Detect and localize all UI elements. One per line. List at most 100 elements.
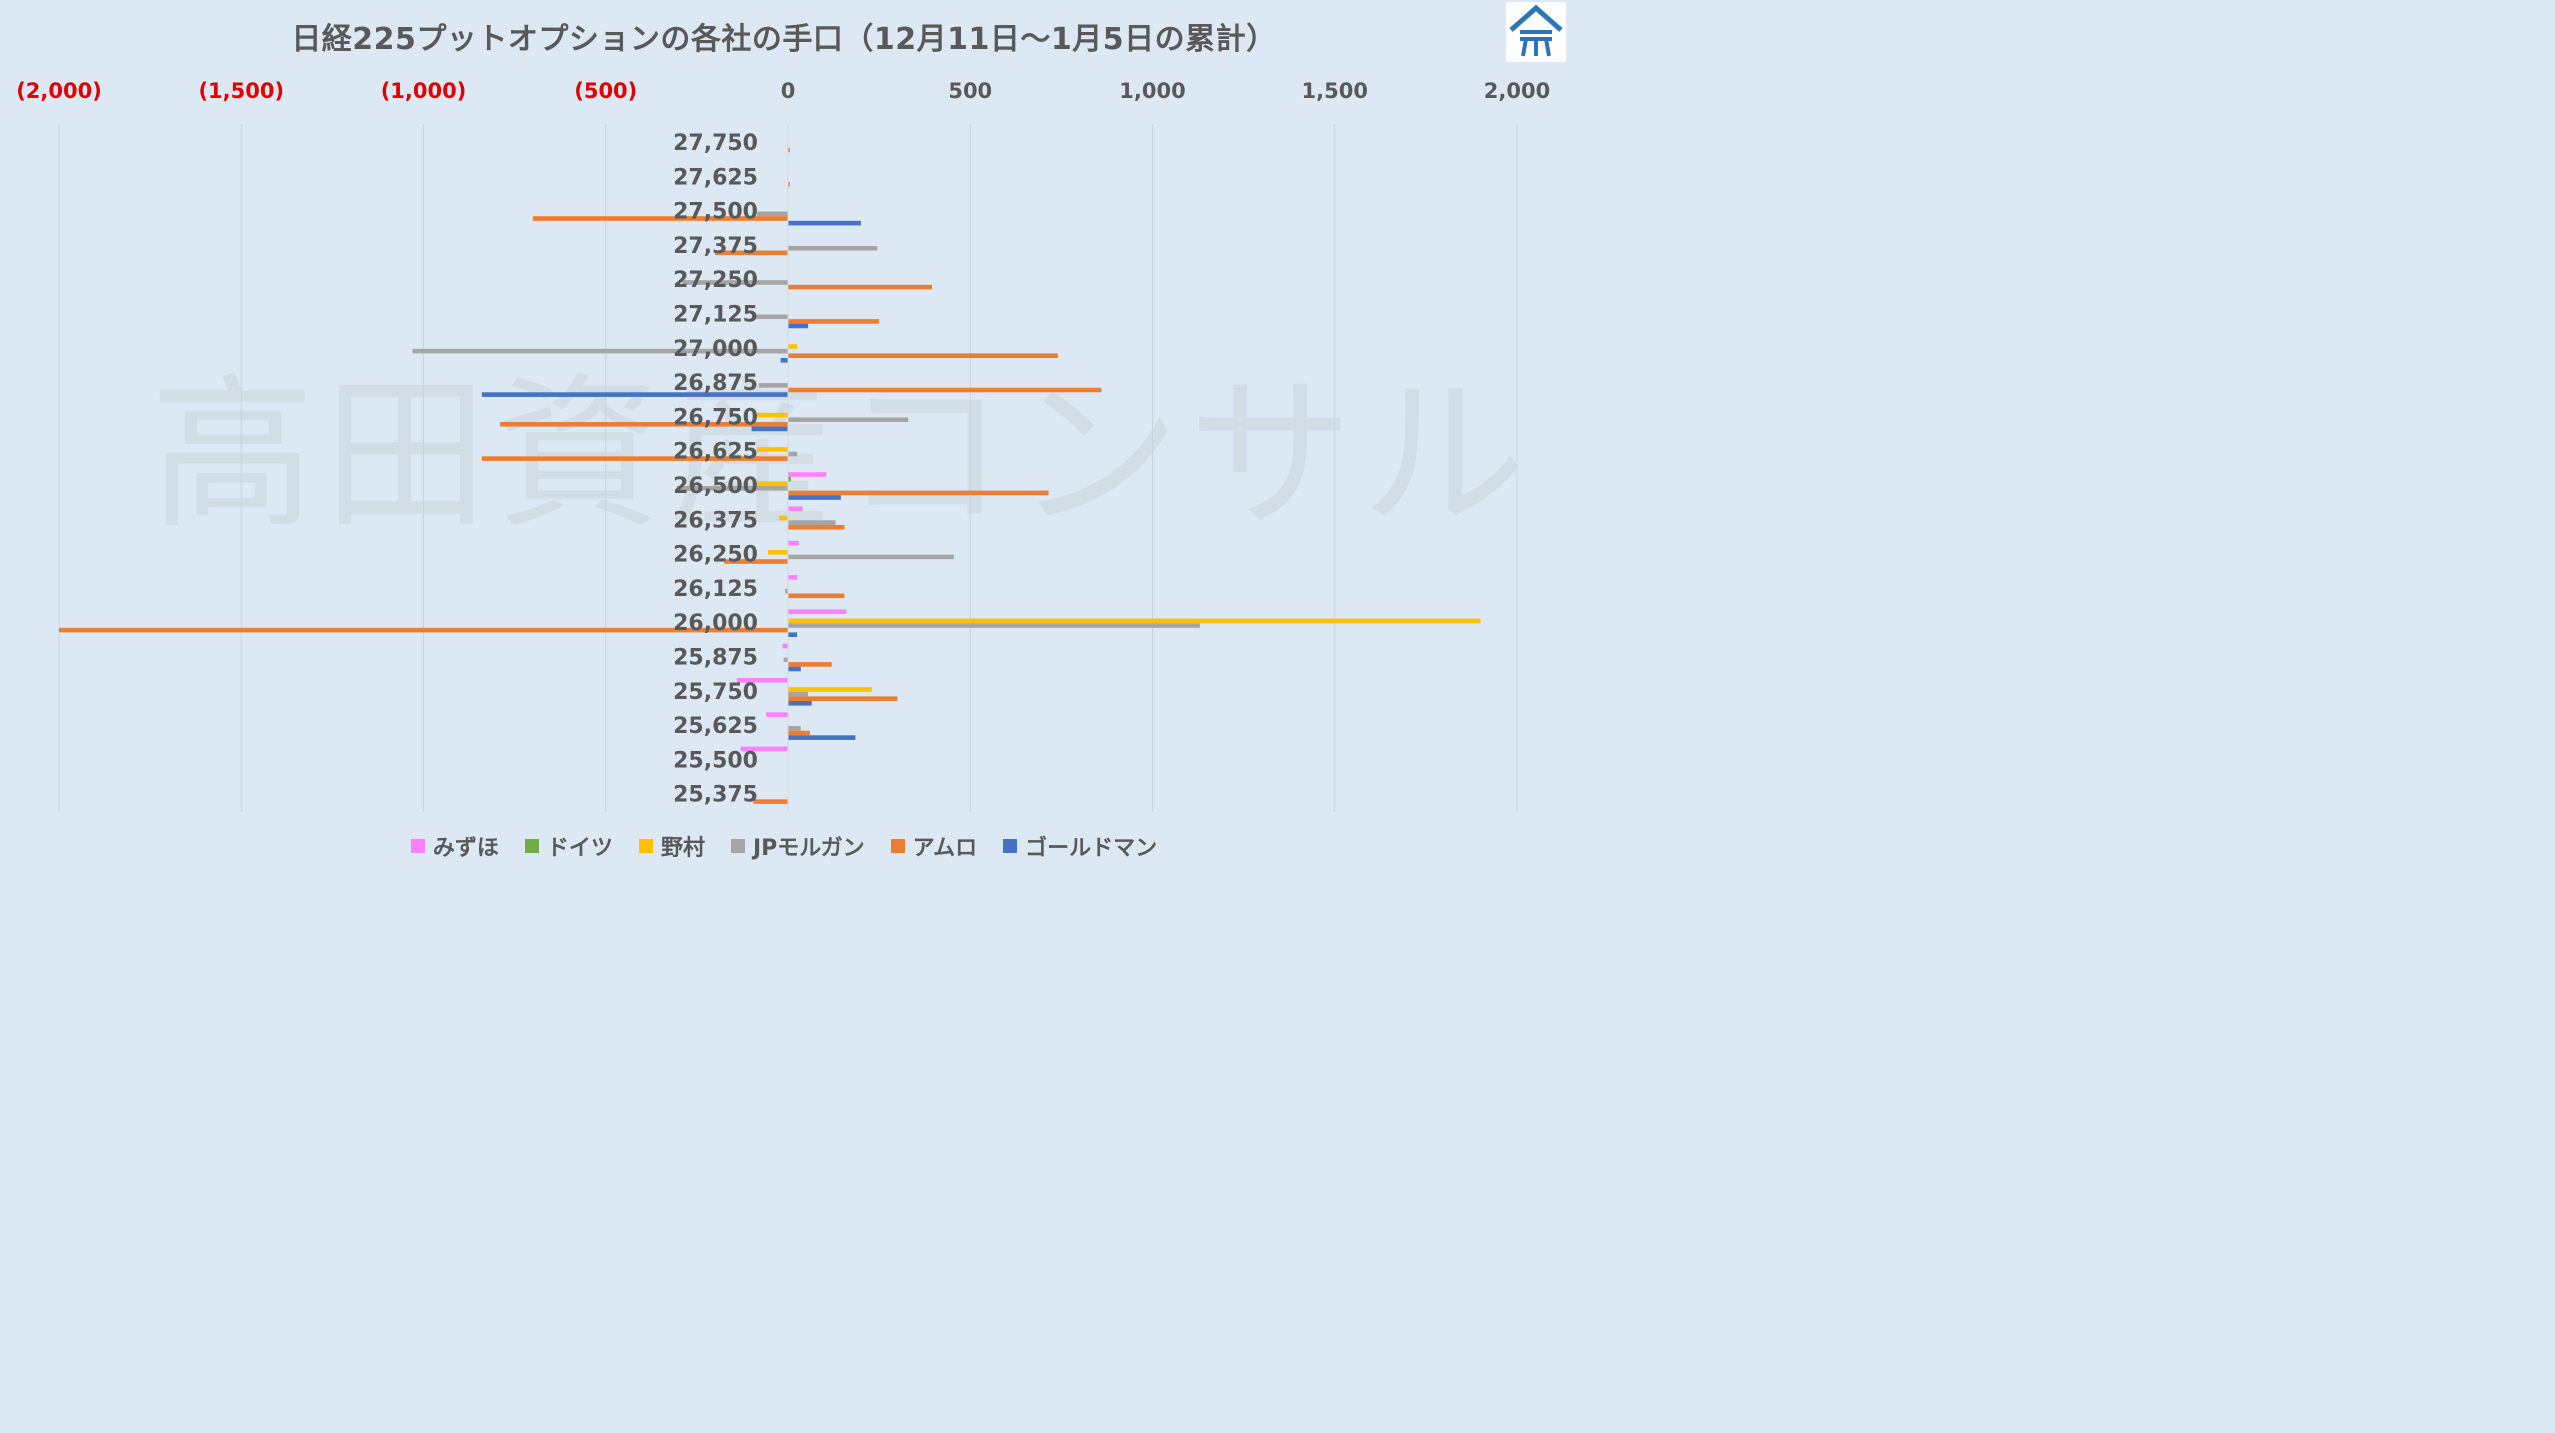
bar-野村 [788, 344, 798, 349]
bar-みずほ [788, 506, 803, 512]
category-label: 25,625 [673, 714, 758, 739]
bar-野村 [778, 515, 788, 521]
bar-アムロ [788, 284, 932, 290]
bar-ゴールドマン [780, 358, 788, 363]
bar-アムロ [788, 490, 1049, 496]
bar-chart: (2,000) (1,500) (1,000) (500) 0 500 1,000 1,500… [16, 79, 1550, 812]
bar-JPモルガン [758, 383, 788, 388]
bar-ゴールドマン [751, 426, 788, 432]
x-tick-label: (1,500) [198, 79, 284, 103]
bar-みずほ [788, 472, 827, 477]
category-label: 25,875 [673, 646, 758, 671]
bar-ゴールドマン [788, 666, 801, 672]
bar-ゴールドマン [481, 392, 788, 397]
bar-JPモルガン [788, 520, 836, 525]
legend-swatch [524, 839, 539, 853]
bar-ゴールドマン [788, 735, 856, 740]
category-label: 27,750 [673, 131, 758, 156]
bar-ゴールドマン [788, 632, 798, 637]
x-tick-label: (2,000) [16, 79, 102, 103]
bar-JPモルガン [788, 726, 801, 731]
house-logo-icon [1506, 2, 1566, 62]
legend-swatch [410, 839, 425, 853]
category-label: 25,750 [673, 680, 758, 705]
chart-container: 日経225プットオプションの各社の手口（12月11日～1月5日の累計） 高田資産… [0, 0, 1568, 879]
legend-label: アムロ [912, 836, 978, 861]
legend-label: ゴールドマン [1025, 836, 1158, 861]
bar-アムロ [532, 216, 788, 221]
bar-JPモルガン [755, 314, 788, 320]
legend-swatch [890, 839, 905, 853]
bar-アムロ [788, 353, 1058, 358]
legend-item: みずほ [410, 830, 499, 862]
bar-アムロ [788, 147, 790, 153]
legend-item: JPモルガン [730, 830, 865, 862]
chart-legend: みずほ ドイツ 野村 JPモルガン アムロ ゴールドマン [0, 830, 1568, 862]
bar-ドイツ [788, 476, 791, 482]
bar-アムロ [788, 662, 832, 667]
bar-ゴールドマン [788, 495, 841, 500]
bar-JPモルガン [788, 691, 809, 697]
x-tick-label: 1,500 [1302, 79, 1368, 103]
bar-JPモルガン [788, 417, 909, 422]
bar-みずほ [766, 712, 788, 717]
legend-swatch [638, 839, 653, 853]
legend-swatch [1003, 839, 1018, 853]
bar-アムロ [59, 627, 788, 633]
category-label: 26,625 [673, 440, 758, 465]
bar-みずほ [736, 678, 788, 683]
legend-item: ゴールドマン [1003, 830, 1157, 862]
bar-アムロ [500, 422, 788, 427]
bar-アムロ [788, 730, 810, 736]
bar-JPモルガン [676, 486, 788, 491]
category-label: 26,250 [673, 543, 758, 568]
x-tick-label: 2,000 [1484, 79, 1550, 103]
category-label: 26,125 [673, 577, 758, 602]
x-tick-label: (500) [574, 79, 637, 103]
category-label: 27,250 [673, 268, 758, 293]
bar-アムロ [788, 593, 845, 599]
category-label: 27,000 [673, 337, 758, 362]
bar-JPモルガン [412, 348, 788, 354]
bar-JPモルガン [682, 280, 788, 285]
x-tick-label: (1,000) [381, 79, 467, 103]
legend-swatch [730, 839, 745, 853]
category-label: 26,750 [673, 405, 758, 430]
bar-みずほ [788, 609, 847, 614]
bar-みずほ [782, 643, 788, 649]
bar-野村 [788, 687, 872, 692]
bar-JPモルガン [788, 451, 798, 457]
category-label: 26,875 [673, 371, 758, 396]
bar-アムロ [724, 559, 788, 564]
bar-ゴールドマン [788, 220, 861, 226]
bar-JPモルガン [757, 211, 788, 217]
bar-野村 [788, 618, 1481, 624]
bar-JPモルガン [783, 657, 788, 663]
category-label: 27,375 [673, 234, 758, 259]
bar-みずほ [740, 746, 788, 752]
bar-アムロ [481, 456, 788, 461]
bar-アムロ [753, 799, 788, 804]
x-tick-label: 500 [948, 79, 992, 103]
category-label: 25,500 [673, 748, 758, 773]
legend-item: ドイツ [524, 830, 613, 862]
category-label: 26,375 [673, 508, 758, 533]
category-label: 25,375 [673, 783, 758, 808]
x-tick-label: 0 [781, 79, 796, 103]
bar-アムロ [788, 387, 1102, 393]
x-tick-label: 1,000 [1119, 79, 1185, 103]
bar-JPモルガン [785, 588, 788, 594]
bar-アムロ [788, 319, 880, 324]
legend-label: ドイツ [546, 836, 613, 861]
bar-アムロ [788, 524, 845, 530]
legend-item: 野村 [638, 830, 705, 862]
bar-みずほ [788, 540, 799, 546]
bar-アムロ [788, 181, 790, 187]
bar-野村 [757, 447, 788, 452]
chart-title: 日経225プットオプションの各社の手口（12月11日～1月5日の累計） [291, 22, 1277, 57]
category-label: 27,500 [673, 200, 758, 225]
legend-item: アムロ [890, 830, 978, 862]
category-label: 26,500 [673, 474, 758, 499]
bar-みずほ [788, 575, 798, 580]
legend-label: 野村 [660, 836, 705, 861]
